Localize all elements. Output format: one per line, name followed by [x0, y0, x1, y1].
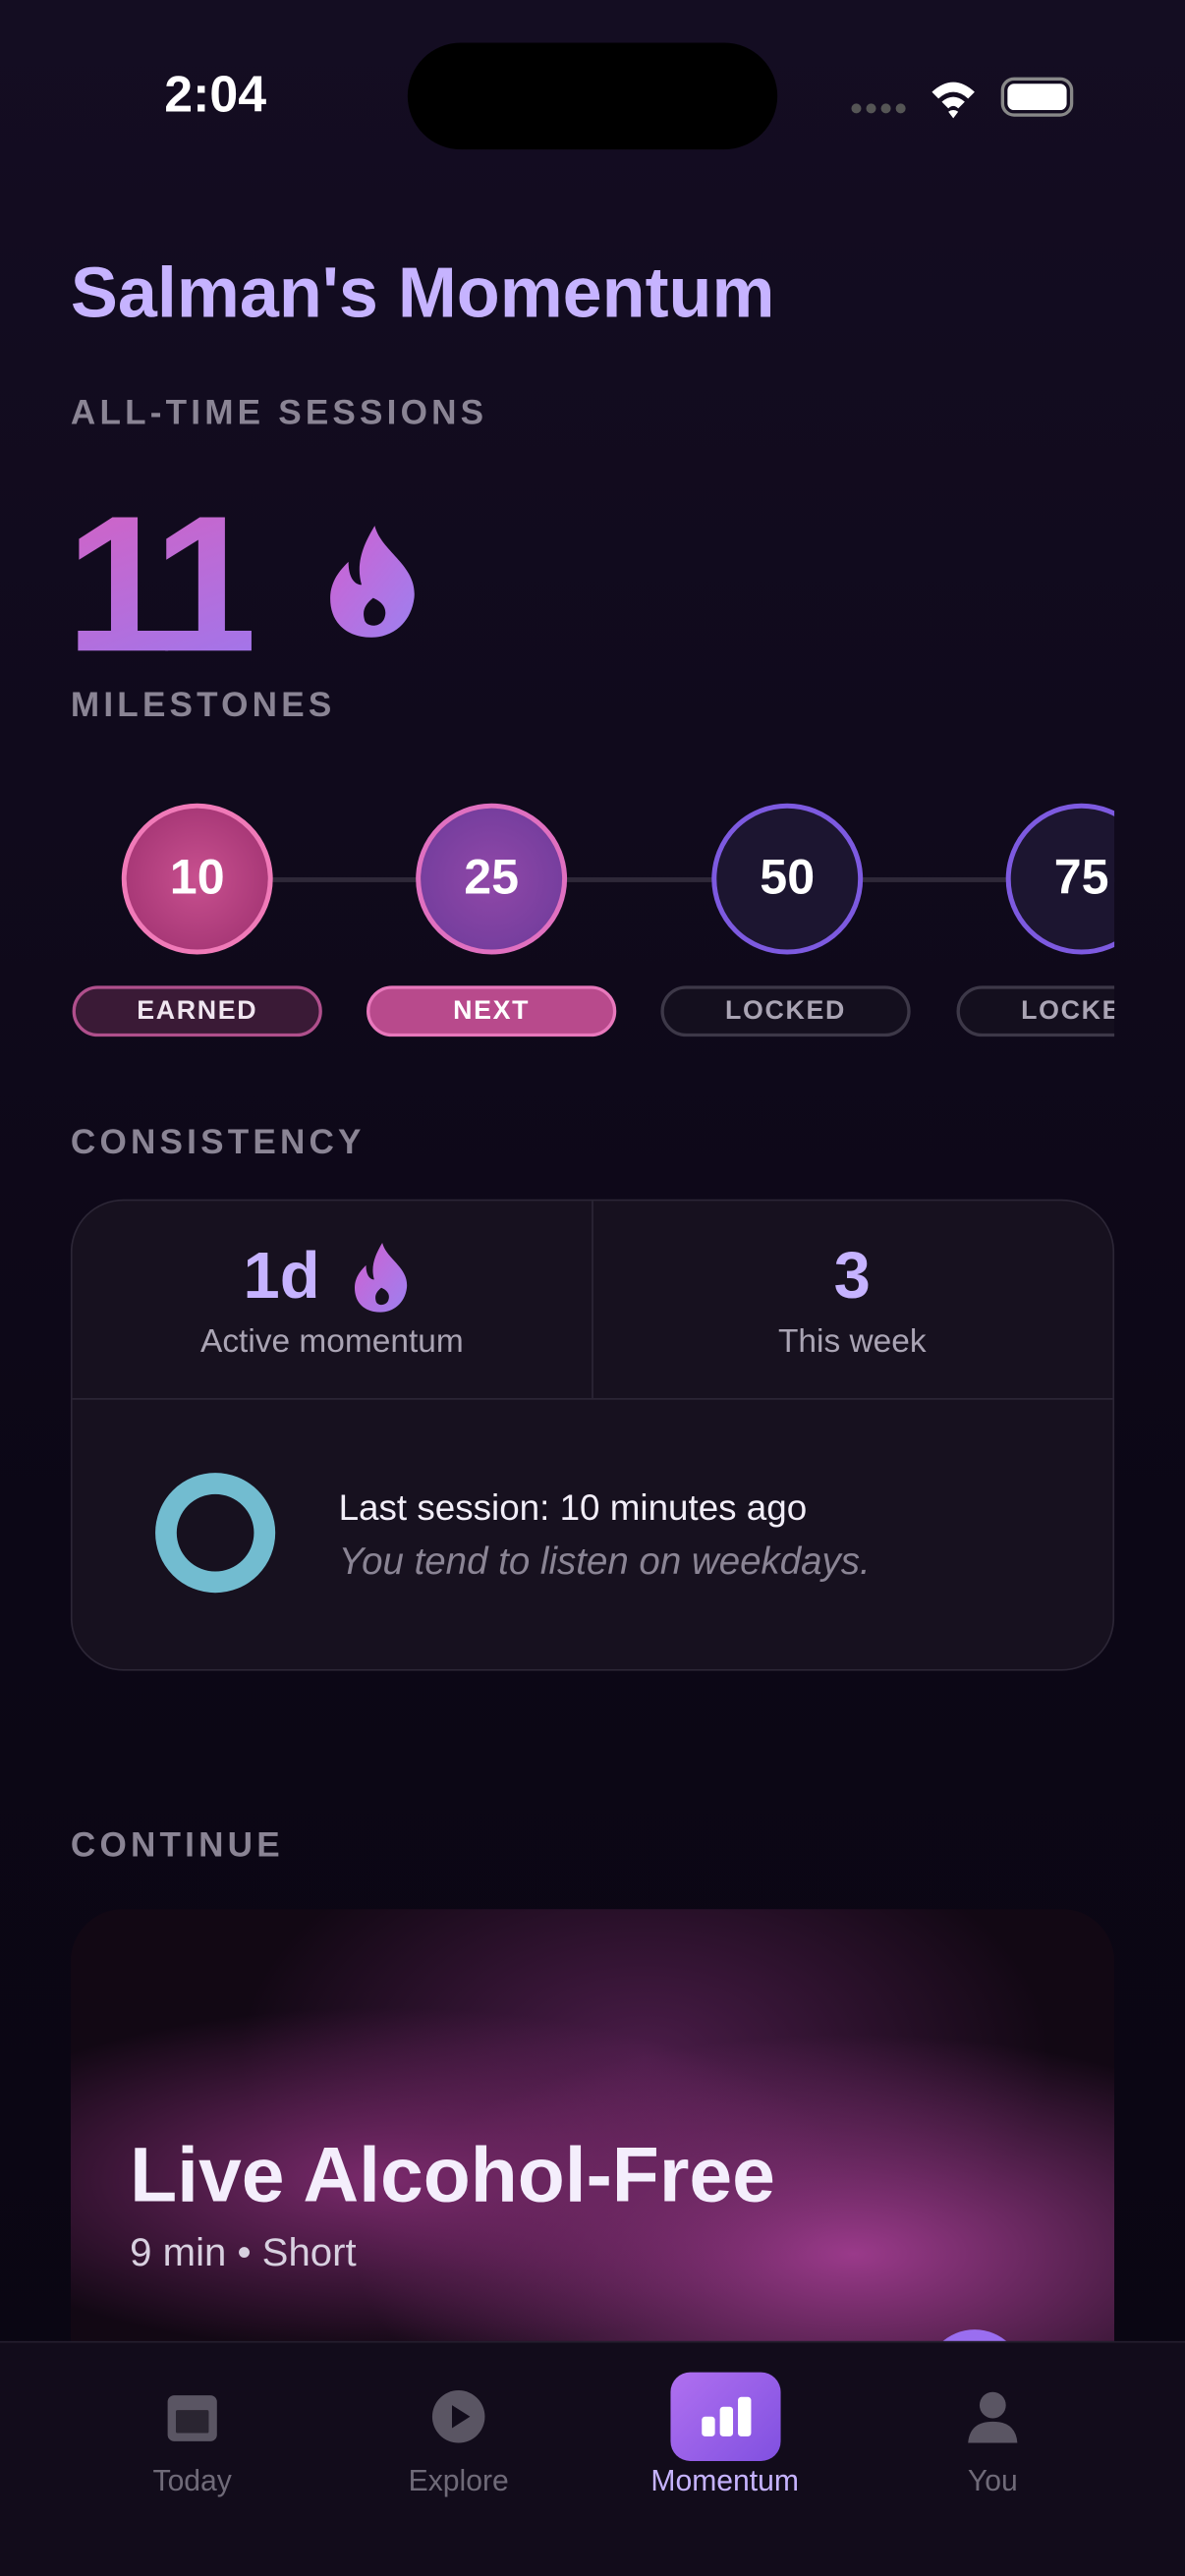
milestone-status: LOCKED [956, 985, 1115, 1037]
week-label: This week [777, 1323, 927, 1361]
milestone-badge: 50 [711, 803, 864, 955]
tab-label[interactable]: Today [152, 2464, 232, 2497]
milestone-status: EARNED [72, 985, 322, 1037]
milestone-badge: 25 [416, 803, 568, 955]
tab-icon [968, 2391, 1018, 2443]
section-label: ALL-TIME SESSIONS [70, 394, 488, 432]
session-ring [155, 1473, 276, 1594]
week-value: 3 [833, 1240, 871, 1314]
streak-value: 1d [243, 1240, 320, 1314]
section-label: CONSISTENCY [70, 1123, 366, 1162]
continue-title: Live Alcohol-Free [130, 2130, 775, 2218]
dynamic-island [407, 42, 778, 150]
milestone-row: 10 25 50 75 EARNED NEXT LOCKED LOCKED [0, 0, 1115, 1051]
continue-meta: 9 min • Short [130, 2230, 357, 2275]
session-count: 11 [66, 474, 261, 697]
milestone-track [197, 876, 1115, 882]
tab-icon [167, 2395, 217, 2441]
milestone-badge: 10 [121, 803, 273, 955]
section-label: MILESTONES [70, 686, 336, 725]
streak-label: Active momentum [200, 1323, 464, 1361]
tab-icon [431, 2390, 485, 2443]
flame-icon [355, 1243, 408, 1313]
pattern: You tend to listen on weekdays. [338, 1539, 871, 1583]
continue-card[interactable]: Live Alcohol-Free 9 min • Short [70, 1909, 1115, 2402]
section-label: CONTINUE [70, 1826, 284, 1865]
milestone-status: NEXT [367, 985, 617, 1037]
flame-icon [330, 526, 415, 638]
milestone-badge: 75 [1005, 803, 1115, 955]
tab-active [670, 2372, 781, 2461]
last-session: Last session: 10 minutes ago [338, 1486, 808, 1529]
status-time: 2:04 [164, 65, 267, 124]
tab-label[interactable]: Momentum [650, 2464, 799, 2497]
tab-label[interactable]: Explore [408, 2464, 509, 2497]
milestone-status: LOCKED [660, 985, 911, 1037]
status-icons [851, 77, 1074, 119]
consistency-card: 1d Active momentum 3 This week Last sess… [70, 1199, 1115, 1671]
title: Salman's Momentum [70, 254, 775, 334]
tab-bar [0, 2340, 1185, 2576]
tab-label[interactable]: You [967, 2464, 1018, 2497]
